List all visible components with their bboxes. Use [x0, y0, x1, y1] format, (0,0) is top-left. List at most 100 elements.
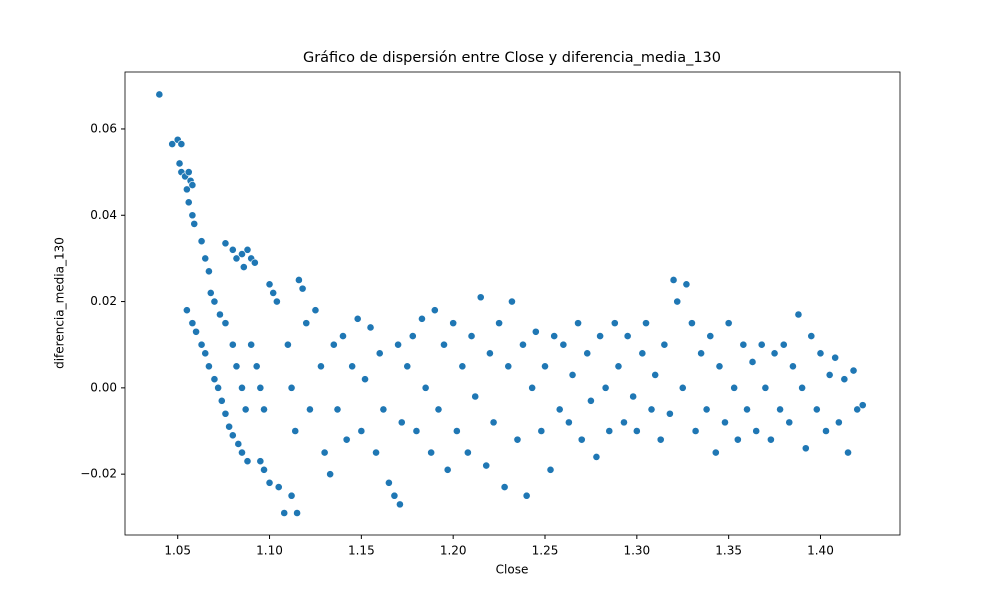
point: [353, 314, 362, 323]
point: [504, 362, 513, 371]
point: [702, 405, 711, 414]
point: [216, 310, 224, 319]
point: [651, 371, 660, 379]
point: [427, 448, 436, 457]
point: [577, 435, 586, 444]
point: [210, 297, 219, 306]
point: [739, 340, 748, 349]
point: [665, 409, 674, 418]
point: [706, 332, 715, 340]
point: [317, 362, 325, 371]
x-tick-label: 1.15: [348, 544, 375, 558]
point: [528, 383, 537, 392]
point: [256, 383, 265, 392]
point: [274, 483, 283, 492]
point: [531, 327, 540, 336]
point: [372, 448, 380, 457]
point: [201, 349, 210, 358]
point: [168, 140, 177, 148]
point: [697, 349, 706, 358]
point: [379, 405, 388, 414]
point: [430, 306, 439, 315]
point: [397, 418, 406, 427]
point: [184, 168, 193, 177]
point: [789, 362, 797, 371]
point: [434, 405, 443, 414]
y-tick-label: 0.04: [90, 208, 117, 222]
point: [329, 340, 338, 349]
point: [175, 159, 184, 168]
point: [280, 509, 289, 517]
point: [272, 297, 281, 306]
point: [647, 405, 656, 414]
point: [252, 362, 261, 371]
y-axis-label: diferencia_media_130: [53, 237, 67, 369]
point: [858, 401, 867, 410]
point: [238, 383, 246, 392]
point: [221, 319, 230, 328]
point: [320, 448, 329, 457]
point: [243, 457, 252, 466]
point: [476, 293, 485, 302]
point: [849, 366, 858, 375]
point: [238, 250, 246, 258]
point: [776, 405, 784, 414]
point: [361, 375, 369, 384]
point: [241, 405, 250, 414]
point: [260, 465, 268, 474]
x-axis-label: Close: [496, 563, 529, 577]
point: [205, 267, 213, 276]
point: [691, 427, 700, 435]
point: [844, 448, 852, 457]
point: [730, 383, 739, 392]
point: [188, 181, 197, 189]
point: [564, 418, 573, 427]
point: [394, 340, 402, 349]
point: [201, 254, 210, 263]
point: [225, 422, 234, 431]
point: [761, 383, 770, 392]
point: [601, 383, 610, 392]
point: [333, 405, 342, 414]
point: [574, 319, 582, 328]
point: [467, 332, 476, 340]
point: [440, 340, 448, 349]
point: [831, 353, 840, 362]
point: [228, 431, 237, 440]
point: [834, 418, 843, 427]
point: [283, 340, 292, 349]
point: [177, 140, 186, 148]
point: [247, 340, 256, 349]
point: [326, 470, 335, 479]
y-tick-label: −0.02: [80, 467, 117, 481]
point: [482, 461, 491, 470]
x-tick-label: 1.25: [532, 544, 559, 558]
point: [555, 405, 564, 414]
point: [798, 383, 807, 392]
point: [232, 362, 241, 371]
point: [825, 371, 834, 379]
point: [812, 405, 821, 414]
point: [293, 509, 301, 517]
point: [495, 319, 503, 328]
point: [721, 418, 729, 427]
point: [449, 319, 458, 328]
point: [260, 405, 268, 414]
point: [629, 392, 638, 401]
point: [688, 319, 696, 328]
point: [265, 478, 274, 487]
point: [250, 258, 259, 267]
point: [256, 457, 265, 466]
point: [779, 340, 788, 349]
point: [660, 340, 669, 349]
point: [794, 310, 803, 319]
point: [243, 245, 252, 254]
point: [298, 284, 307, 293]
point: [508, 297, 516, 306]
point: [673, 297, 682, 306]
point: [471, 392, 480, 401]
point: [366, 323, 375, 332]
point: [605, 427, 614, 435]
